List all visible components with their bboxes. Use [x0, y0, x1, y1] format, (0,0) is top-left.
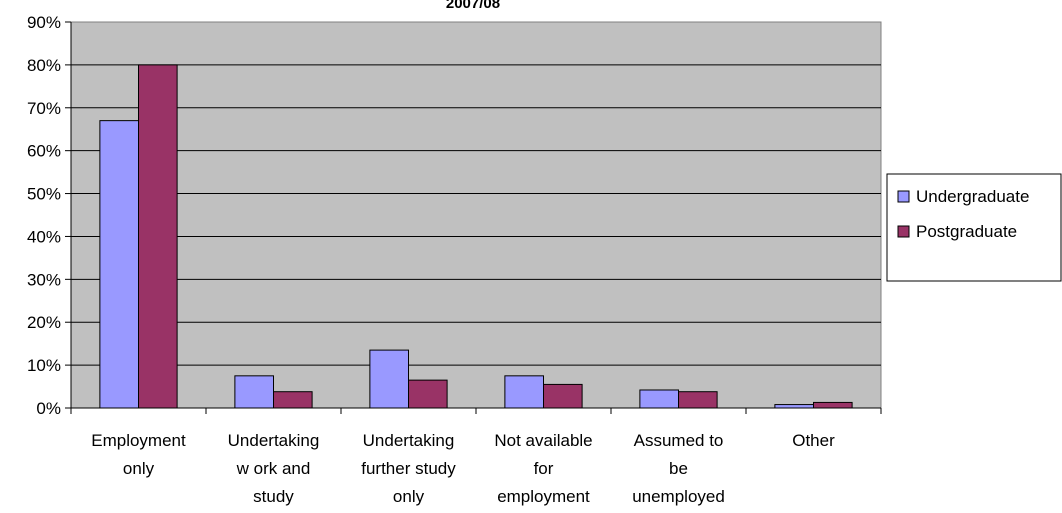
x-category-label: be	[669, 459, 688, 478]
y-tick-label: 50%	[27, 185, 61, 204]
bar	[273, 391, 313, 409]
bar	[369, 349, 410, 409]
legend: Undergraduate Postgraduate	[886, 173, 1062, 282]
bar	[504, 375, 545, 409]
x-category-label: Undertaking	[228, 431, 320, 450]
x-category-label: only	[393, 487, 425, 506]
x-category-label: only	[123, 459, 155, 478]
y-tick-label: 20%	[27, 313, 61, 332]
x-category-label: Undertaking	[363, 431, 455, 450]
plot-background	[70, 21, 882, 409]
x-category-label: Assumed to	[634, 431, 724, 450]
y-tick-label: 40%	[27, 227, 61, 246]
chart-title: 2007/08	[446, 0, 500, 12]
bar	[99, 120, 139, 409]
y-tick-label: 0%	[36, 399, 61, 418]
bar	[408, 379, 448, 409]
legend-label: Postgraduate	[916, 222, 1017, 241]
y-tick-label: 80%	[27, 56, 61, 75]
x-category-label: for	[534, 459, 554, 478]
legend-box	[886, 173, 1062, 282]
plot-area: 0% 10% 20% 30% 40% 50% 60% 70% 80% 90% Employment o…	[27, 13, 882, 506]
legend-swatch	[897, 225, 910, 238]
y-tick-label: 10%	[27, 356, 61, 375]
bar	[813, 401, 853, 409]
bar	[543, 383, 583, 409]
bar	[138, 64, 178, 409]
legend-label: Undergraduate	[916, 187, 1029, 206]
y-tick-label: 60%	[27, 142, 61, 161]
x-category-label: Not available	[494, 431, 592, 450]
x-category-label: w ork and	[236, 459, 311, 478]
y-tick-label: 70%	[27, 99, 61, 118]
x-category-label: employment	[497, 487, 590, 506]
x-category-label: study	[253, 487, 294, 506]
bar	[678, 391, 718, 409]
x-category-label: further study	[361, 459, 456, 478]
y-tick-label: 30%	[27, 270, 61, 289]
x-category-label: Employment	[91, 431, 186, 450]
bar	[639, 389, 680, 409]
bar	[774, 404, 815, 409]
x-category-label: Other	[792, 431, 835, 450]
bar	[234, 375, 274, 409]
x-category-label: unemployed	[632, 487, 725, 506]
legend-swatch	[897, 190, 910, 203]
y-tick-label: 90%	[27, 13, 61, 32]
